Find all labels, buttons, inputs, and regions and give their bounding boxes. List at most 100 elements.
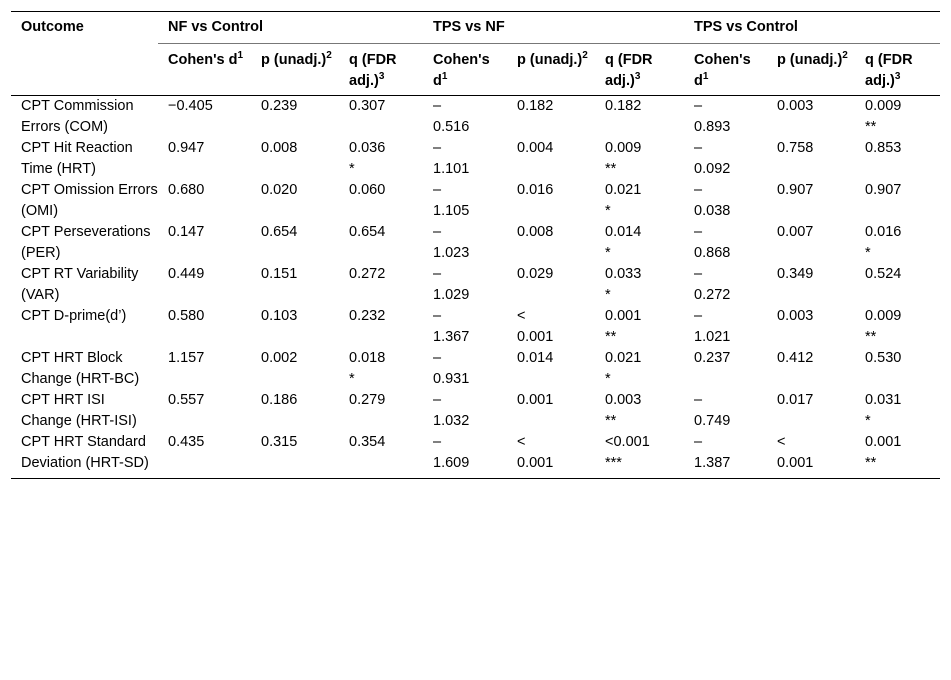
- value-text: 0.001: [517, 392, 554, 408]
- value-text: 0.021: [605, 350, 642, 366]
- value-text: 0.758: [777, 140, 814, 156]
- value-text: 0.003: [777, 308, 814, 324]
- value-cell: – 1.101: [423, 138, 507, 180]
- value-text: 0.003: [777, 98, 814, 114]
- footnote-marker: 2: [582, 50, 588, 62]
- value-text: 0.449: [168, 266, 205, 282]
- value-text: –: [694, 308, 703, 324]
- value-continuation: **: [865, 119, 877, 135]
- column-label: p (unadj.): [517, 52, 583, 68]
- table-row: CPT Omission Errors (OMI) 0.680 0.020 0.060…: [11, 180, 940, 222]
- value-text: 0.307: [349, 98, 386, 114]
- value-cell: 0.021 *: [595, 348, 684, 390]
- value-continuation: 0.001: [517, 455, 554, 471]
- value-cell: 0.315: [251, 432, 339, 479]
- value-cell: 0.009 **: [855, 306, 940, 348]
- table-row: CPT D-prime(d’) 0.580 0.103 0.232 – 1.367 <0.0…: [11, 306, 940, 348]
- value-cell: – 1.029: [423, 264, 507, 306]
- value-text: 0.029: [517, 266, 554, 282]
- column-label: Cohen's d: [168, 52, 238, 68]
- value-cell: 0.017: [767, 390, 855, 432]
- value-cell: 0.103: [251, 306, 339, 348]
- table-row: CPT HRT Block Change (HRT-BC) 1.157 0.002 0…: [11, 348, 940, 390]
- value-cell: 0.001: [507, 390, 595, 432]
- value-cell: 0.449: [158, 264, 251, 306]
- footnote-marker: 3: [378, 71, 385, 83]
- value-text: –: [694, 182, 703, 198]
- value-cell: 0.580: [158, 306, 251, 348]
- outcome-cell: CPT Perseverations (PER): [21, 224, 151, 261]
- value-continuation: 0.092: [694, 161, 731, 177]
- value-continuation: ***: [605, 455, 622, 471]
- q-fdr-header: q (FDR adj.)3: [595, 43, 685, 96]
- column-label: q (FDR adj.): [349, 52, 397, 89]
- value-text: 0.002: [261, 350, 298, 366]
- value-text: 0.232: [349, 308, 386, 324]
- value-cell: 0.530: [855, 348, 940, 390]
- value-continuation: *: [605, 245, 611, 261]
- value-cell: 0.004: [507, 138, 595, 180]
- value-cell: 0.239: [251, 96, 339, 139]
- value-text: 0.008: [517, 224, 554, 240]
- value-continuation: 1.032: [433, 413, 470, 429]
- value-text: 0.021: [605, 182, 642, 198]
- value-text: 0.907: [777, 182, 814, 198]
- footnote-marker: 1: [237, 50, 244, 62]
- value-text: –: [433, 140, 442, 156]
- value-cell: 0.412: [767, 348, 855, 390]
- value-text: –: [433, 182, 442, 198]
- table-row: CPT HRT Standard Deviation (HRT-SD) 0.435…: [11, 432, 940, 479]
- value-text: –: [694, 434, 703, 450]
- value-text: –: [433, 308, 442, 324]
- value-cell: – 0.038: [684, 180, 767, 222]
- value-cell: – 1.021: [684, 306, 767, 348]
- value-continuation: 1.023: [433, 245, 470, 261]
- value-text: 0.907: [865, 182, 902, 198]
- value-text: 0.016: [865, 224, 902, 240]
- value-text: 0.315: [261, 434, 298, 450]
- value-text: −0.405: [168, 98, 213, 114]
- table-row: CPT Hit Reaction Time (HRT) 0.947 0.008 0.0…: [11, 138, 940, 180]
- table-row: CPT Perseverations (PER) 0.147 0.654 0.654 –…: [11, 222, 940, 264]
- value-cell: −0.405: [158, 96, 251, 139]
- column-label: q (FDR adj.): [605, 52, 653, 89]
- p-unadj-header: p (unadj.)2: [767, 43, 856, 96]
- value-cell: 0.907: [855, 180, 940, 222]
- value-continuation: *: [349, 161, 355, 177]
- value-cell: 0.232: [339, 306, 423, 348]
- value-text: 0.557: [168, 392, 205, 408]
- value-cell: – 0.272: [684, 264, 767, 306]
- table-row: CPT HRT ISI Change (HRT-ISI) 0.557 0.186 0.…: [11, 390, 940, 432]
- value-cell: 0.349: [767, 264, 855, 306]
- value-text: 0.060: [349, 182, 386, 198]
- value-text: 0.239: [261, 98, 298, 114]
- value-continuation: 1.387: [694, 455, 731, 471]
- value-text: 0.009: [865, 98, 902, 114]
- value-text: 0.001: [605, 308, 642, 324]
- value-text: <: [517, 434, 526, 450]
- value-cell: 0.680: [158, 180, 251, 222]
- value-text: 0.003: [605, 392, 642, 408]
- results-table: Outcome NF vs Control TPS vs NF TPS vs C…: [11, 11, 940, 479]
- value-text: 0.279: [349, 392, 386, 408]
- value-cell: 0.354: [339, 432, 423, 479]
- value-continuation: **: [865, 329, 877, 345]
- value-continuation: *: [605, 371, 611, 387]
- value-text: 0.036: [349, 140, 386, 156]
- value-cell: – 1.032: [423, 390, 507, 432]
- value-cell: – 1.023: [423, 222, 507, 264]
- outcome-cell: CPT Hit Reaction Time (HRT): [21, 140, 133, 177]
- value-text: 0.654: [349, 224, 386, 240]
- value-text: 1.157: [168, 350, 205, 366]
- value-text: 0.349: [777, 266, 814, 282]
- value-continuation: 1.105: [433, 203, 470, 219]
- value-cell: <0.001: [507, 306, 595, 348]
- column-label: p (unadj.): [261, 52, 327, 68]
- value-text: 0.680: [168, 182, 205, 198]
- value-cell: 0.947: [158, 138, 251, 180]
- value-text: –: [433, 98, 442, 114]
- value-text: 0.009: [605, 140, 642, 156]
- value-cell: 0.008: [251, 138, 339, 180]
- value-text: 0.007: [777, 224, 814, 240]
- value-cell: 0.435: [158, 432, 251, 479]
